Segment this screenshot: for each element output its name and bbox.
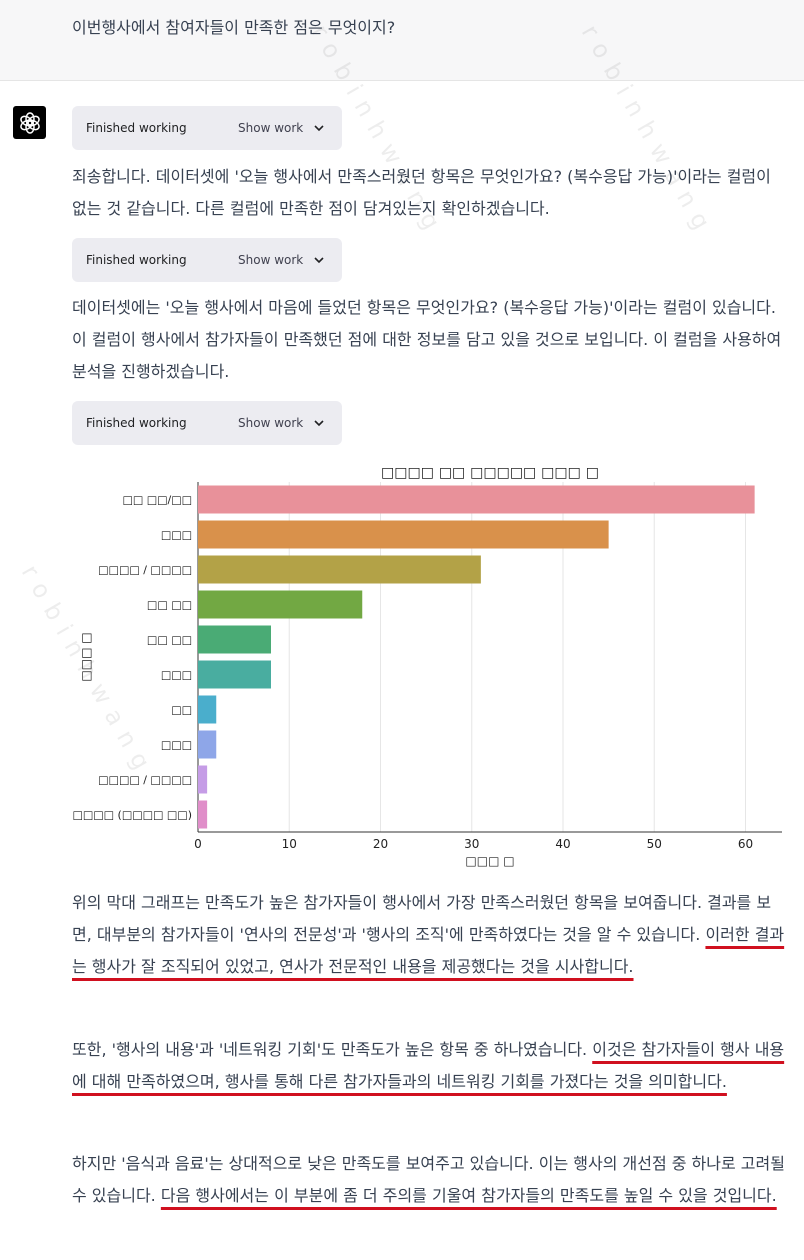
x-tick-label: 20 xyxy=(373,837,388,851)
bar xyxy=(198,485,755,514)
y-axis-label: □□□ □ xyxy=(79,632,93,681)
x-axis-label: □□□ □ xyxy=(465,854,514,868)
bar xyxy=(198,520,609,549)
response-paragraph-3: 위의 막대 그래프는 만족도가 높은 참가자들이 행사에서 가장 만족스러웠던 … xyxy=(72,887,788,983)
work-status-2[interactable]: Finished working Show work xyxy=(72,238,342,282)
x-tick-label: 50 xyxy=(647,837,662,851)
response-paragraph-1: 죄송합니다. 데이터셋에 '오늘 행사에서 만족스러웠던 항목은 무엇인가요? … xyxy=(72,167,771,218)
paragraph-4-underlined: 이것은 참가자들이 행사 내용에 대해 만족하였으며, 행사를 통해 다른 참가… xyxy=(72,1040,785,1091)
x-tick-label: 40 xyxy=(555,837,570,851)
bar-chart: 0 10 20 30 40 50 60 □□ □□/□□ □□□ □□□□ / □□□□ □□ □□… xyxy=(72,456,790,874)
paragraph-3-underlined: 이러한 결과는 행사가 잘 조직되어 있었고, 연사가 전문적인 내용을 제공했… xyxy=(72,925,785,976)
y-tick-label: □□□ xyxy=(161,669,192,682)
chevron-down-icon[interactable] xyxy=(312,253,326,267)
assistant-avatar xyxy=(13,106,46,139)
response-paragraph-2: 데이터셋에는 '오늘 행사에서 마음에 들었던 항목은 무엇인가요? (복수응답… xyxy=(72,298,782,381)
y-tick-label: □□ □□ xyxy=(147,634,192,647)
user-question: 이번행사에서 참여자들이 만족한 점은 무엇이지? xyxy=(72,18,396,37)
chevron-down-icon[interactable] xyxy=(312,121,326,135)
x-tick-label: 60 xyxy=(738,837,753,851)
show-work-button[interactable]: Show work xyxy=(238,253,304,267)
paragraph-3-text: 위의 막대 그래프는 만족도가 높은 참가자들이 행사에서 가장 만족스러웠던 … xyxy=(72,893,772,944)
paragraph-5-text: 하지만 '음식과 음료'는 상대적으로 낮은 만족도를 보여주고 있습니다. 이… xyxy=(72,1154,785,1205)
y-tick-label: □□ □□/□□ xyxy=(122,494,192,507)
show-work-button[interactable]: Show work xyxy=(238,416,304,430)
work-status-label: Finished working xyxy=(86,253,187,267)
y-tick-label: □□□□ / □□□□ xyxy=(98,774,192,787)
response-paragraph-4: 또한, '행사의 내용'과 '네트워킹 기회'도 만족도가 높은 항목 중 하나… xyxy=(72,1034,788,1098)
bar xyxy=(198,590,363,619)
chart-title: □□□□ □□ □□□□□ □□□ □ xyxy=(381,465,599,481)
bar xyxy=(198,730,217,759)
x-tick-label: 30 xyxy=(464,837,479,851)
bar xyxy=(198,765,208,794)
show-work-button[interactable]: Show work xyxy=(238,121,304,135)
x-tick-label: 0 xyxy=(194,837,202,851)
y-tick-label: □□□□ (□□□□ □□) xyxy=(72,809,192,822)
y-tick-label: □□ □□ xyxy=(147,599,192,612)
bar xyxy=(198,695,217,724)
work-status-1[interactable]: Finished working Show work xyxy=(72,106,342,150)
bar-chart-svg: 0 10 20 30 40 50 60 □□ □□/□□ □□□ □□□□ / □□□□ □□ □□… xyxy=(72,465,782,868)
work-status-label: Finished working xyxy=(86,416,187,430)
y-tick-label: □□ xyxy=(171,704,192,717)
bar xyxy=(198,660,271,689)
response-paragraph-5: 하지만 '음식과 음료'는 상대적으로 낮은 만족도를 보여주고 있습니다. 이… xyxy=(72,1148,788,1212)
paragraph-5-underlined: 다음 행사에서는 이 부분에 좀 더 주의를 기울여 참가자들의 만족도를 높일… xyxy=(160,1186,777,1205)
user-message: 이번행사에서 참여자들이 만족한 점은 무엇이지? xyxy=(0,0,804,81)
bar xyxy=(198,800,208,829)
work-status-label: Finished working xyxy=(86,121,187,135)
paragraph-4-text: 또한, '행사의 내용'과 '네트워킹 기회'도 만족도가 높은 항목 중 하나… xyxy=(72,1040,593,1059)
bar xyxy=(198,555,481,584)
x-tick-label: 10 xyxy=(282,837,297,851)
bar xyxy=(198,625,271,654)
chevron-down-icon[interactable] xyxy=(312,416,326,430)
y-tick-label: □□□□ / □□□□ xyxy=(98,564,192,577)
y-tick-label: □□□ xyxy=(161,739,192,752)
work-status-3[interactable]: Finished working Show work xyxy=(72,401,342,445)
y-tick-label: □□□ xyxy=(161,529,192,542)
openai-logo-icon xyxy=(19,111,40,134)
